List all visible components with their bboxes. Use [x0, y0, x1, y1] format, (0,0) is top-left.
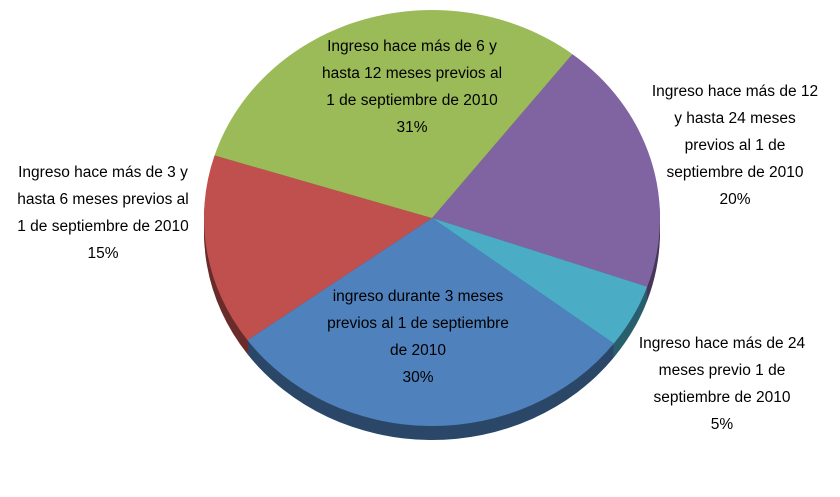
- category-name: Ingreso hace más de 6 y hasta 12 meses p…: [321, 38, 503, 109]
- slice-label: Ingreso hace más de 12 y hasta 24 meses …: [648, 78, 823, 213]
- category-name: Ingreso hace más de 24 meses previo 1 de…: [638, 335, 806, 406]
- slice: [203, 155, 432, 341]
- slice-label: ingreso durante 3 meses previos al 1 de …: [326, 283, 511, 391]
- category-name: ingreso durante 3 meses previos al 1 de …: [327, 288, 509, 359]
- value-label: 15%: [87, 245, 119, 262]
- value-label: 30%: [402, 369, 434, 386]
- slice-label: Ingreso hace más de 24 meses previo 1 de…: [635, 330, 810, 438]
- value-label: 5%: [710, 416, 734, 433]
- slice: [214, 10, 573, 219]
- slice: [432, 218, 648, 344]
- slice-label: Ingreso hace más de 3 y hasta 6 meses pr…: [13, 159, 193, 267]
- category-name: Ingreso hace más de 3 y hasta 6 meses pr…: [17, 164, 189, 235]
- value-label: 31%: [396, 119, 428, 136]
- slice: [247, 218, 614, 427]
- slice: [432, 54, 660, 287]
- value-label: 20%: [719, 191, 751, 208]
- slice-label: Ingreso hace más de 6 y hasta 12 meses p…: [320, 33, 505, 141]
- category-name: Ingreso hace más de 12 y hasta 24 meses …: [651, 83, 819, 181]
